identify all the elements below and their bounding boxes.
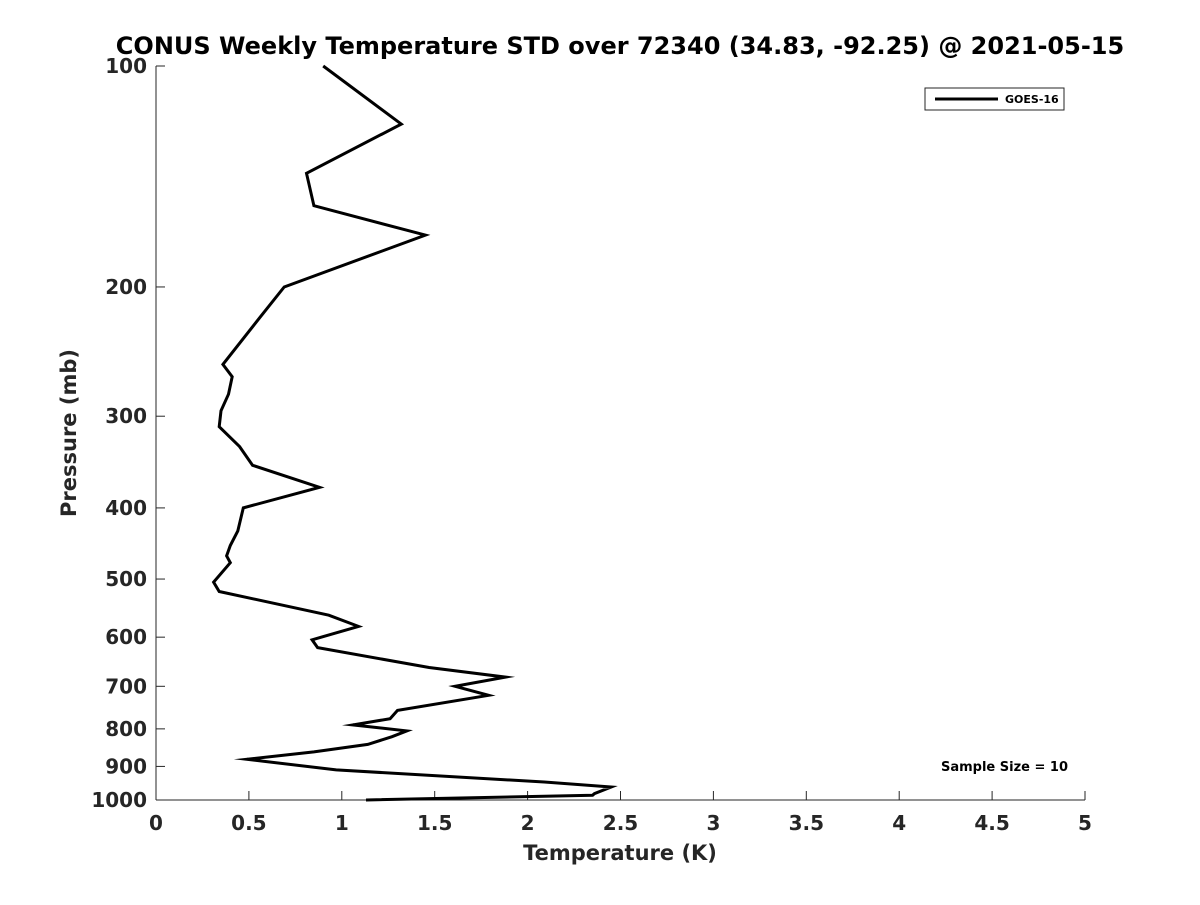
legend: GOES-16	[924, 87, 1065, 111]
y-tick-label: 100	[105, 54, 147, 78]
y-tick-label: 400	[105, 496, 147, 520]
x-tick-label: 5	[1078, 811, 1092, 835]
x-tick-label: 0	[149, 811, 163, 835]
y-tick-label: 300	[105, 404, 147, 428]
series-group	[211, 64, 618, 802]
y-tick-label: 1000	[91, 788, 147, 812]
x-axis-label: Temperature (K)	[523, 841, 717, 865]
x-tick-label: 2	[521, 811, 535, 835]
chart-title: CONUS Weekly Temperature STD over 72340 …	[116, 32, 1124, 60]
y-tick-label: 600	[105, 625, 147, 649]
legend-label-goes-16: GOES-16	[1005, 93, 1059, 106]
y-tick-label: 500	[105, 567, 147, 591]
x-tick-label: 1.5	[417, 811, 452, 835]
y-tick-label: 700	[105, 674, 147, 698]
series-line-goes-16	[211, 64, 618, 802]
x-tick-label: 2.5	[603, 811, 638, 835]
x-tick-label: 0.5	[231, 811, 266, 835]
y-tick-label: 200	[105, 275, 147, 299]
x-tick-label: 4.5	[974, 811, 1009, 835]
y-tick-label: 800	[105, 717, 147, 741]
x-tick-label: 3	[706, 811, 720, 835]
axes: 0 0.5 1 1.5 2 2.5 3 3.5 4 4.5 5 100 200 300 400 500 600 7…	[91, 54, 1092, 835]
sample-size-annotation: Sample Size = 10	[941, 760, 1068, 775]
y-tick-label: 900	[105, 754, 147, 778]
x-tick-label: 3.5	[789, 811, 824, 835]
y-axis-label: Pressure (mb)	[57, 349, 81, 517]
x-tick-label: 4	[892, 811, 906, 835]
x-tick-label: 1	[335, 811, 349, 835]
